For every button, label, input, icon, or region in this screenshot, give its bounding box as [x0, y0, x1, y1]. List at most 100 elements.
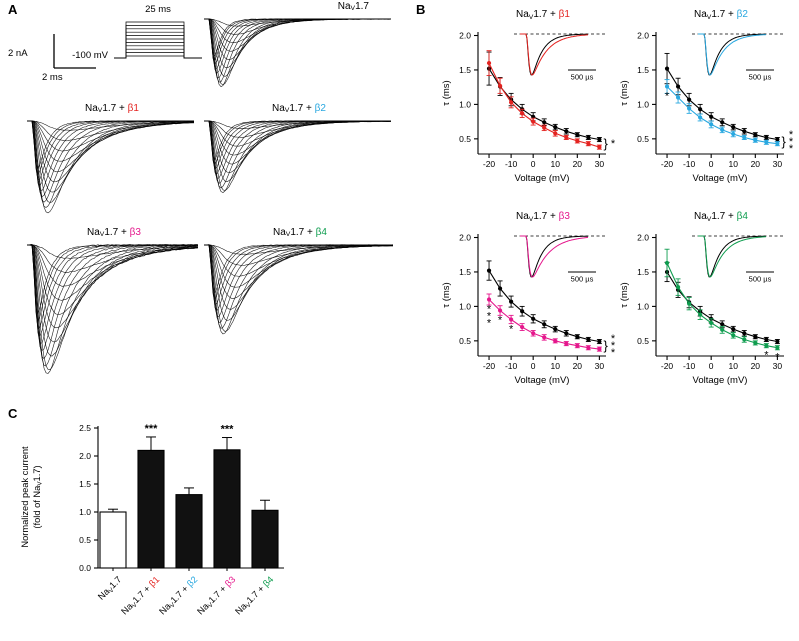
- x-category-label-4: NaV1.7 + β4: [233, 574, 276, 617]
- trace-family-nav: NaV1.7: [203, 0, 395, 100]
- y-tick-label: 1.0: [79, 507, 91, 517]
- significance-star: *: [789, 129, 794, 141]
- trace-family-title-b4: NaV1.7 + β4: [273, 227, 327, 239]
- trace-family-title-nav: NaV1.7: [337, 1, 369, 13]
- y-axis-label-line2: (fold of NaV1.7): [32, 465, 44, 528]
- current-traces-b2: [203, 120, 392, 193]
- y-tick-label: 0.5: [459, 134, 471, 144]
- x-tick-label: 30: [773, 159, 783, 169]
- y-tick-label: 1.0: [459, 301, 471, 311]
- y-tick-label: 1.0: [637, 99, 649, 109]
- trace-family-title-b2: NaV1.7 + β2: [272, 103, 326, 115]
- peak-current-bar-chart: 0.0 0.5 1.0 1.5 2.0 2.5 Normalized peak curren…: [12, 416, 312, 640]
- series-beta: [486, 293, 602, 352]
- x-tick-label: 30: [595, 159, 605, 169]
- significance-star: *: [611, 333, 616, 345]
- significance-star: *: [665, 90, 670, 102]
- x-tick-label: 0: [709, 159, 714, 169]
- significance-star: *: [498, 315, 503, 327]
- inset-scale-label: 500 µs: [749, 275, 772, 284]
- bar-3: [213, 449, 241, 569]
- significance-star: *: [487, 311, 492, 323]
- significance-brace: }: [604, 338, 609, 353]
- y-axis-label: τ (ms): [619, 282, 630, 307]
- tau-chart-β3: NaV1.7 + β3 0.5 1.0 1.5 2.0 -20 -10 0 10 20 30 Volt…: [438, 206, 620, 406]
- significance-star: *: [764, 350, 769, 362]
- voltage-protocol: 25 ms: [112, 4, 204, 62]
- tau-chart-svg-β1: NaV1.7 + β1 0.5 1.0 1.5 2.0 -20 -10 0 10 20 30 Volt…: [441, 9, 616, 184]
- significance-star: *: [775, 352, 780, 364]
- tau-chart-β4: NaV1.7 + β4 0.5 1.0 1.5 2.0 -20 -10 0 10 20 30 Volt…: [616, 206, 798, 406]
- axes: 0.5 1.0 1.5 2.0 -20 -10 0 10 20 30: [459, 31, 606, 169]
- y-tick-label: 2.5: [79, 423, 91, 433]
- y-tick-label: 1.0: [637, 301, 649, 311]
- inset-scale-label: 500 µs: [571, 275, 594, 284]
- series-control: [486, 51, 602, 143]
- y-tick-label: 2.0: [459, 233, 471, 243]
- error-bar: [108, 508, 118, 571]
- panel-a-label: A: [8, 2, 18, 17]
- x-tick-label: 10: [729, 361, 739, 371]
- protocol-duration-label: 25 ms: [145, 4, 171, 15]
- inset-scale-label: 500 µs: [749, 73, 772, 82]
- significance-star: *: [487, 304, 492, 316]
- x-axis-label: Voltage (mV): [693, 375, 748, 386]
- tau-chart-title: NaV1.7 + β4: [694, 211, 748, 223]
- series-beta: [486, 50, 602, 150]
- series-beta: [664, 79, 780, 147]
- series-beta: [664, 248, 780, 351]
- current-traces-b1: [26, 120, 195, 214]
- significance-label: ***: [145, 423, 159, 435]
- tau-chart-β2: NaV1.7 + β2 0.5 1.0 1.5 2.0 -20 -10 0 10 20 30 Volt…: [616, 4, 798, 204]
- panel-c-label: C: [8, 406, 18, 421]
- x-tick-label: -10: [683, 159, 696, 169]
- tau-chart-title: NaV1.7 + β1: [516, 9, 570, 21]
- significance-star: *: [509, 323, 514, 335]
- tau-chart-title: NaV1.7 + β2: [694, 9, 748, 21]
- y-tick-label: 1.0: [459, 99, 471, 109]
- current-traces-b4: [203, 244, 394, 335]
- x-axis-label: Voltage (mV): [515, 375, 570, 386]
- y-tick-label: 0.0: [79, 563, 91, 573]
- x-tick-label: 30: [773, 361, 783, 371]
- x-tick-label: -20: [661, 361, 674, 371]
- trace-family-title-b1: NaV1.7 + β1: [85, 103, 139, 115]
- trace-family-b2: NaV1.7 + β2: [203, 102, 395, 202]
- x-tick-label: 10: [729, 159, 739, 169]
- significance-star: *: [611, 340, 616, 352]
- tau-chart-svg-β2: NaV1.7 + β2 0.5 1.0 1.5 2.0 -20 -10 0 10 20 30 Volt…: [619, 9, 794, 184]
- inset-traces: 500 µs: [692, 235, 784, 284]
- x-tick-label: -20: [661, 159, 674, 169]
- y-axis-label: τ (ms): [441, 80, 452, 105]
- x-axis-label: Voltage (mV): [693, 173, 748, 184]
- x-tick-label: -20: [483, 159, 496, 169]
- bar-2: [175, 494, 203, 569]
- y-tick-label: 2.0: [637, 233, 649, 243]
- trace-family-b4: NaV1.7 + β4: [203, 226, 397, 344]
- error-bar: [222, 437, 232, 571]
- x-tick-label: 10: [551, 361, 561, 371]
- y-tick-label: 2.0: [637, 31, 649, 41]
- holding-potential-label: -100 mV: [72, 50, 108, 61]
- significance-brace: }: [604, 136, 609, 151]
- current-traces-nav: [203, 18, 392, 87]
- y-axis-label-line1: Normalized peak current: [20, 446, 30, 548]
- y-tick-label: 2.0: [79, 451, 91, 461]
- x-axis-label: Voltage (mV): [515, 173, 570, 184]
- x-category-label-1: NaV1.7 + β1: [119, 574, 162, 617]
- significance-brace: }: [782, 134, 787, 149]
- x-tick-label: -10: [505, 159, 518, 169]
- inset-traces: 500 µs: [514, 235, 606, 284]
- x-tick-label: 20: [751, 361, 761, 371]
- y-tick-label: 0.5: [79, 535, 91, 545]
- significance-star: *: [789, 143, 794, 155]
- panel-b-label: B: [416, 2, 426, 17]
- tau-chart-svg-β3: NaV1.7 + β3 0.5 1.0 1.5 2.0 -20 -10 0 10 20 30 Volt…: [441, 211, 616, 386]
- bar-chart-svg: 0.0 0.5 1.0 1.5 2.0 2.5 Normalized peak curren…: [20, 423, 284, 617]
- x-tick-label: 20: [573, 159, 583, 169]
- y-axis-label: τ (ms): [441, 282, 452, 307]
- x-tick-label: 0: [531, 159, 536, 169]
- bar-4: [251, 509, 279, 569]
- significance-label: ***: [221, 424, 235, 436]
